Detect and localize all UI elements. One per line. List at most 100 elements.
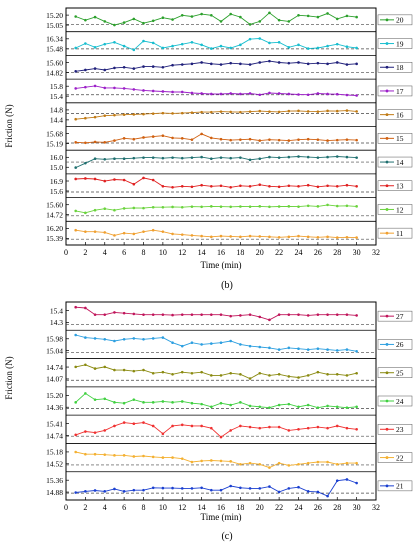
data-point-25 — [316, 370, 320, 374]
data-point-24 — [258, 405, 262, 409]
data-point-23 — [268, 425, 271, 429]
data-point-16 — [306, 110, 310, 113]
data-point-24 — [297, 405, 300, 409]
data-point-16 — [200, 110, 203, 114]
data-point-19 — [229, 46, 232, 50]
data-point-20 — [93, 15, 97, 19]
legend-marker-23 — [385, 427, 389, 431]
data-point-27 — [180, 313, 184, 316]
data-point-25 — [161, 370, 165, 374]
legend-box-12 — [377, 204, 413, 215]
series-line-26 — [75, 334, 357, 352]
data-point-15 — [151, 135, 155, 138]
data-point-20 — [335, 17, 339, 21]
y-tick-label: 14.72 — [46, 210, 63, 219]
data-point-16 — [103, 114, 107, 117]
data-point-13 — [200, 183, 203, 187]
data-point-27 — [93, 313, 97, 316]
data-point-22 — [345, 461, 349, 465]
data-point-26 — [113, 339, 116, 343]
data-point-14 — [151, 156, 155, 159]
y-tick-label: 15.04 — [46, 346, 63, 355]
series-line-20 — [75, 12, 357, 26]
data-point-21 — [180, 487, 184, 490]
legend-box-15 — [377, 133, 413, 144]
data-point-19 — [132, 48, 136, 52]
data-point-16 — [345, 109, 349, 112]
data-point-14 — [268, 155, 271, 159]
data-point-14 — [84, 161, 87, 165]
data-point-19 — [113, 40, 116, 44]
data-point-25 — [132, 369, 136, 373]
data-point-27 — [229, 314, 232, 318]
data-point-25 — [297, 376, 300, 379]
data-point-26 — [74, 333, 77, 337]
y-tick-label: 16.9 — [50, 177, 63, 186]
data-point-12 — [180, 205, 184, 209]
data-point-21 — [151, 486, 155, 490]
legend-marker-20 — [385, 18, 389, 22]
data-point-12 — [335, 204, 339, 208]
x-tick-label: 2 — [83, 248, 87, 257]
data-point-25 — [151, 371, 155, 375]
x-axis-title: Time (min) — [201, 512, 242, 522]
data-point-25 — [326, 373, 329, 376]
data-point-19 — [355, 46, 358, 50]
x-tick-label: 10 — [159, 503, 167, 512]
data-point-22 — [180, 457, 184, 460]
data-point-21 — [297, 485, 300, 489]
data-point-14 — [277, 156, 281, 159]
y-tick-label: 14.8 — [50, 106, 63, 115]
data-point-27 — [268, 318, 271, 322]
data-point-16 — [180, 111, 184, 115]
data-point-20 — [113, 23, 116, 27]
data-point-22 — [200, 459, 203, 463]
data-point-17 — [335, 92, 339, 96]
legend-marker-16 — [385, 113, 389, 117]
data-point-26 — [239, 343, 242, 346]
data-point-24 — [219, 401, 223, 405]
data-point-21 — [239, 486, 242, 490]
data-point-20 — [151, 19, 155, 23]
data-point-25 — [113, 368, 116, 372]
legend-label-26: 26 — [396, 340, 404, 349]
series-line-23 — [75, 422, 357, 438]
data-point-11 — [171, 232, 174, 236]
data-point-27 — [355, 314, 358, 317]
x-tick-label: 30 — [353, 503, 361, 512]
x-tick-label: 8 — [142, 503, 146, 512]
data-point-14 — [74, 166, 77, 169]
data-point-19 — [239, 43, 242, 47]
data-point-24 — [210, 405, 213, 409]
data-point-18 — [297, 61, 300, 64]
data-point-25 — [171, 373, 174, 376]
data-point-19 — [219, 44, 223, 48]
data-point-18 — [306, 62, 310, 66]
data-point-23 — [93, 431, 97, 434]
data-point-25 — [84, 363, 87, 367]
series-line-21 — [75, 479, 357, 497]
data-point-14 — [297, 155, 300, 158]
data-point-12 — [84, 211, 87, 215]
data-point-17 — [355, 94, 358, 97]
data-point-19 — [161, 46, 165, 50]
data-point-21 — [132, 488, 136, 492]
data-point-20 — [210, 13, 213, 17]
data-point-15 — [210, 136, 213, 140]
data-point-26 — [151, 337, 155, 340]
data-point-12 — [258, 205, 262, 208]
legend-label-11: 11 — [396, 229, 403, 238]
legend-marker-21 — [385, 484, 389, 488]
data-point-14 — [200, 155, 203, 159]
x-tick-label: 20 — [256, 248, 264, 257]
data-point-22 — [142, 454, 145, 458]
data-point-14 — [345, 155, 349, 159]
legend-label-16: 16 — [396, 110, 404, 119]
data-point-19 — [268, 41, 271, 45]
data-point-17 — [84, 85, 87, 89]
data-point-24 — [200, 402, 203, 406]
data-point-22 — [132, 455, 136, 458]
data-point-11 — [210, 235, 213, 239]
data-point-18 — [335, 61, 339, 64]
data-point-16 — [161, 111, 165, 115]
